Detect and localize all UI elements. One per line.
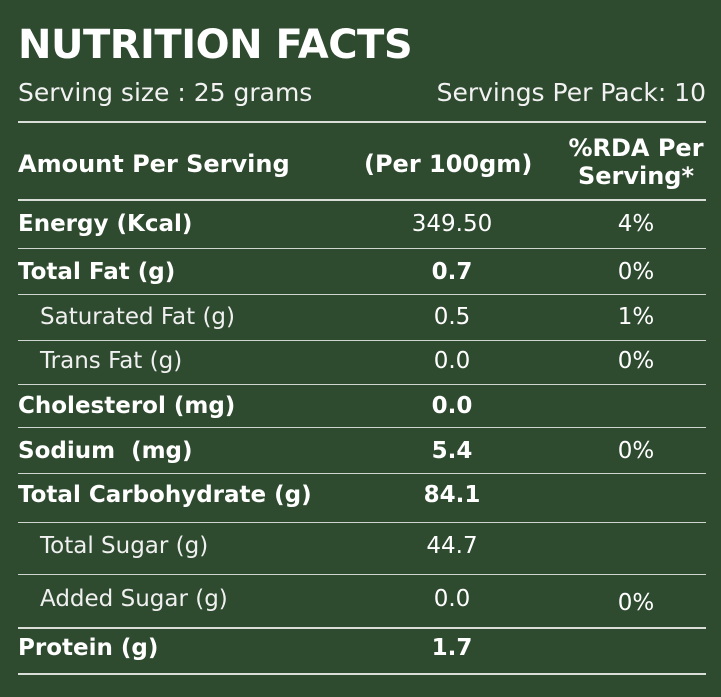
nutrient-value: 5.4	[431, 438, 473, 464]
nutrient-name: Total Fat (g)	[18, 259, 176, 285]
table-row: Trans Fat (g) 0.0 0%	[18, 348, 706, 378]
nutrient-value: 0.5	[433, 304, 471, 330]
table-row: Total Fat (g) 0.7 0%	[18, 259, 706, 289]
servings-per-pack: Servings Per Pack: 10	[436, 78, 706, 107]
nutrient-rda: 0%	[617, 348, 655, 374]
page-title: NUTRITION FACTS	[18, 22, 413, 68]
table-row: Added Sugar (g) 0.0 0%	[18, 586, 706, 616]
table-row: Total Carbohydrate (g) 84.1	[18, 482, 706, 512]
table-row: Protein (g) 1.7	[18, 635, 706, 665]
column-per100-header: (Per 100gm)	[364, 150, 533, 178]
nutrient-name: Total Carbohydrate (g)	[18, 482, 312, 508]
column-rda-header-line2: Serving*	[577, 162, 695, 190]
nutrient-name: Saturated Fat (g)	[40, 304, 236, 330]
divider	[18, 473, 706, 474]
table-row: Saturated Fat (g) 0.5 1%	[18, 304, 706, 334]
nutrient-value: 0.0	[433, 348, 471, 374]
divider	[18, 294, 706, 295]
table-row: Energy (Kcal) 349.50 4%	[18, 211, 706, 241]
nutrient-name: Protein (g)	[18, 635, 159, 661]
divider	[18, 427, 706, 428]
nutrient-name: Total Sugar (g)	[40, 533, 209, 559]
table-row: Total Sugar (g) 44.7	[18, 533, 706, 563]
nutrient-name: Energy (Kcal)	[18, 211, 193, 237]
nutrient-rda: 4%	[617, 211, 655, 237]
nutrient-value: 84.1	[423, 482, 481, 508]
divider	[18, 574, 706, 575]
nutrient-name: Trans Fat (g)	[40, 348, 183, 374]
nutrient-value: 0.0	[431, 393, 473, 419]
divider	[18, 340, 706, 341]
table-row: Cholesterol (mg) 0.0	[18, 393, 706, 423]
divider	[18, 248, 706, 249]
column-rda-header-line1: %RDA Per	[568, 134, 704, 162]
serving-size: Serving size : 25 grams	[18, 78, 313, 107]
table-header: Amount Per Serving (Per 100gm) %RDA Per …	[18, 132, 706, 196]
nutrient-name: Cholesterol (mg)	[18, 393, 236, 419]
nutrient-value: 44.7	[426, 533, 478, 559]
column-amount-header: Amount Per Serving	[18, 150, 290, 178]
divider	[18, 121, 706, 123]
divider	[18, 627, 706, 629]
nutrient-name: Added Sugar (g)	[40, 586, 228, 612]
nutrient-value: 0.0	[433, 586, 471, 612]
nutrient-rda: 1%	[617, 304, 655, 330]
nutrient-value: 1.7	[431, 635, 473, 661]
divider	[18, 199, 706, 201]
serving-info: Serving size : 25 grams Servings Per Pac…	[18, 76, 706, 110]
divider	[18, 384, 706, 385]
divider	[18, 673, 706, 675]
nutrient-value: 0.7	[431, 259, 473, 285]
nutrient-rda: 0%	[617, 590, 655, 616]
nutrient-name: Sodium (mg)	[18, 438, 193, 464]
nutrient-rda: 0%	[617, 259, 655, 285]
nutrient-rda: 0%	[617, 438, 655, 464]
divider	[18, 522, 706, 523]
column-rda-header: %RDA Per Serving*	[566, 134, 706, 190]
nutrient-value: 349.50	[411, 211, 493, 237]
table-row: Sodium (mg) 5.4 0%	[18, 438, 706, 468]
